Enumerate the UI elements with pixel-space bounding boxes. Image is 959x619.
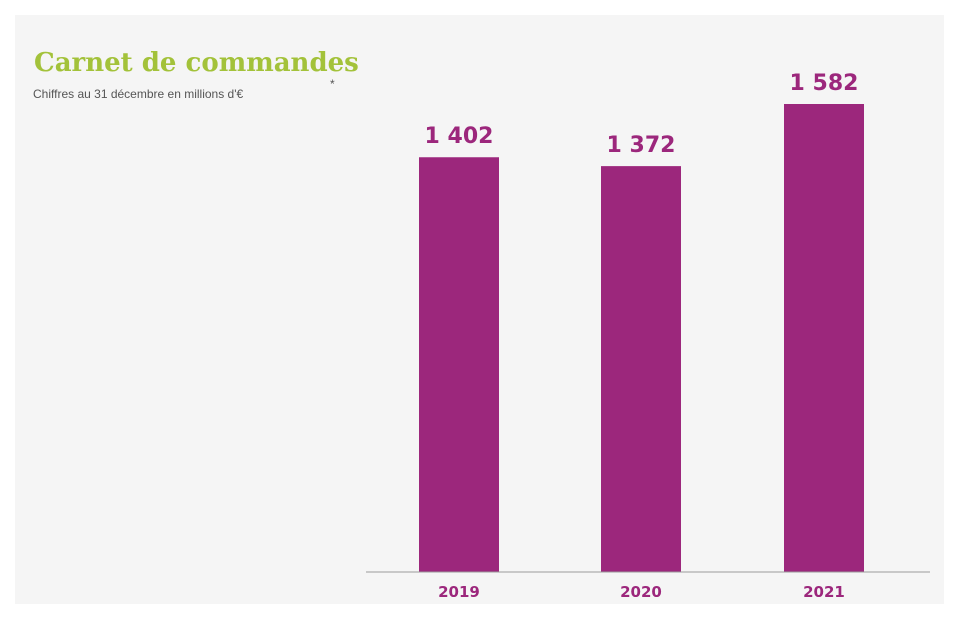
- bar-2019: [419, 157, 499, 572]
- category-label-2021: 2021: [803, 583, 845, 601]
- bar-2021: [784, 104, 864, 572]
- bar-chart: 1 402 2019 1 372 2020 1 582 2021: [366, 71, 930, 601]
- value-label-2021: 1 582: [790, 71, 859, 96]
- category-label-2019: 2019: [438, 583, 480, 601]
- title-footnote-marker: *: [330, 77, 335, 91]
- chart-subtitle: Chiffres au 31 décembre en millions d'€: [33, 87, 244, 101]
- value-label-2019: 1 402: [425, 124, 494, 149]
- chart-title: Carnet de commandes: [34, 48, 359, 78]
- bar-2020: [601, 166, 681, 572]
- value-label-2020: 1 372: [607, 133, 676, 158]
- category-label-2020: 2020: [620, 583, 662, 601]
- chart-card: Carnet de commandes * Chiffres au 31 déc…: [15, 15, 944, 604]
